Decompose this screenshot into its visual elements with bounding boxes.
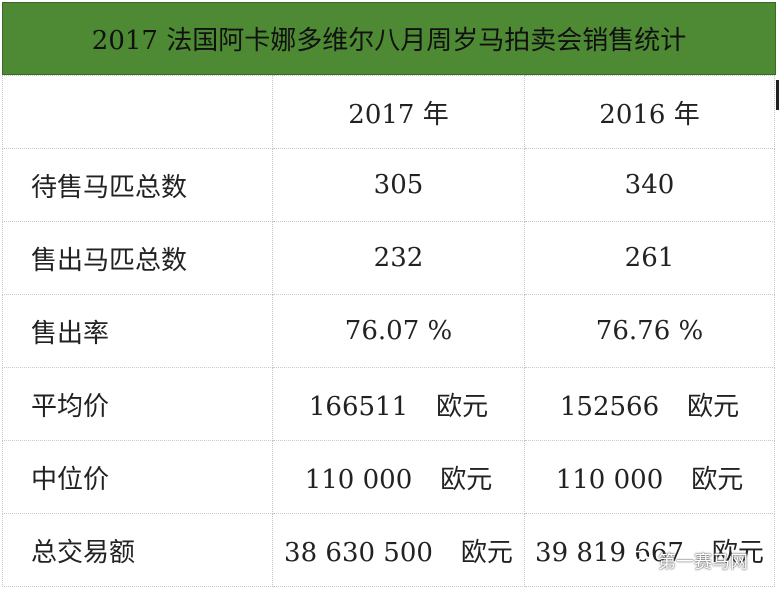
value-2017: 110 000 欧元 <box>272 440 525 514</box>
value-2016: 110 000 欧元 <box>524 440 775 514</box>
wechat-icon <box>628 550 654 570</box>
value-2016: 76.76 % <box>524 294 775 368</box>
unit-label: 欧元 <box>440 464 493 495</box>
value-2017: 232 <box>272 221 525 295</box>
watermark-text: 第一赛马网 <box>658 552 748 573</box>
unit-label: 欧元 <box>711 537 764 568</box>
row-label: 平均价 <box>2 367 273 441</box>
table-title: 2017 法国阿卡娜多维尔八月周岁马拍卖会销售统计 <box>91 26 687 56</box>
value-2017: 76.07 % <box>272 294 525 368</box>
row-label: 中位价 <box>2 440 273 514</box>
table-row: 总交易额 38 630 500 欧元 39 819 667 欧元 <box>2 513 775 587</box>
row-label: 待售马匹总数 <box>2 148 273 222</box>
value-2016: 39 819 667 欧元 <box>524 513 775 587</box>
unit-label: 欧元 <box>687 391 740 422</box>
row-label: 售出马匹总数 <box>2 221 273 295</box>
header-2017: 2017 年 <box>272 75 525 149</box>
row-label: 售出率 <box>2 294 273 368</box>
unit-label: 欧元 <box>460 537 513 568</box>
row-label: 总交易额 <box>2 513 273 587</box>
unit-label: 欧元 <box>691 464 744 495</box>
header-cell-empty <box>2 75 273 149</box>
table-row: 平均价 166511 欧元 152566 欧元 <box>2 367 775 441</box>
unit-label: 欧元 <box>436 391 489 422</box>
sales-stats-table: 2017 年 2016 年 待售马匹总数 305 340 售出马匹总数 232 … <box>2 75 775 587</box>
table-row: 中位价 110 000 欧元 110 000 欧元 <box>2 440 775 514</box>
value-2017: 38 630 500 欧元 <box>272 513 525 587</box>
header-row: 2017 年 2016 年 <box>2 75 775 149</box>
header-2016: 2016 年 <box>524 75 775 149</box>
table-title-bar: 2017 法国阿卡娜多维尔八月周岁马拍卖会销售统计 <box>2 2 776 75</box>
table-row: 售出马匹总数 232 261 <box>2 221 775 295</box>
table-row: 待售马匹总数 305 340 <box>2 148 775 222</box>
value-2016: 261 <box>524 221 775 295</box>
watermark: 第一赛马网 <box>628 548 748 574</box>
value-2017: 166511 欧元 <box>272 367 525 441</box>
text-cursor-mark <box>776 80 779 110</box>
value-2016: 152566 欧元 <box>524 367 775 441</box>
value-2017: 305 <box>272 148 525 222</box>
table-row: 售出率 76.07 % 76.76 % <box>2 294 775 368</box>
value-2016: 340 <box>524 148 775 222</box>
